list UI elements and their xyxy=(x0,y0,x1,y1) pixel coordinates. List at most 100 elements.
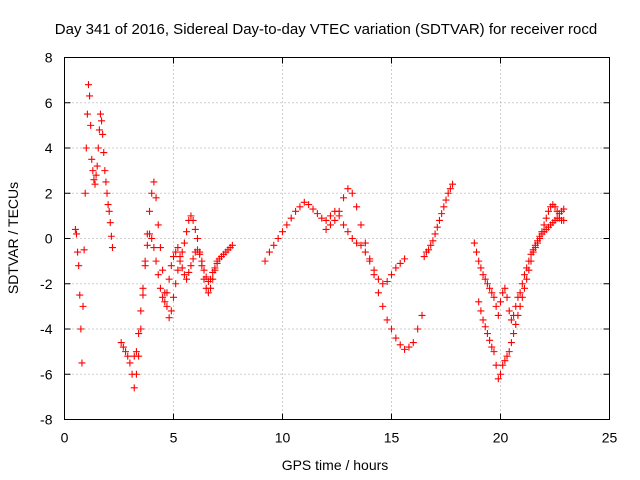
data-point xyxy=(89,167,97,175)
y-tick-label: -4 xyxy=(40,321,53,337)
series-trace-d xyxy=(261,198,426,353)
data-point xyxy=(117,339,125,347)
data-point xyxy=(486,284,494,292)
data-point xyxy=(75,262,83,270)
data-point xyxy=(81,189,89,197)
series-trace-e xyxy=(322,185,409,288)
data-point xyxy=(152,194,160,202)
data-point xyxy=(105,207,113,215)
data-point xyxy=(366,255,374,263)
data-point xyxy=(551,203,559,211)
data-point xyxy=(107,232,115,240)
data-point xyxy=(292,207,300,215)
data-point xyxy=(357,221,365,229)
data-point xyxy=(518,280,526,288)
data-point xyxy=(475,257,483,265)
data-point xyxy=(165,314,173,322)
series-trace-g xyxy=(470,214,568,324)
data-point xyxy=(361,239,369,247)
x-tick-label: 20 xyxy=(493,430,509,446)
data-point xyxy=(122,348,130,356)
data-point xyxy=(560,216,568,224)
series-trace-a xyxy=(71,81,116,367)
data-point xyxy=(79,302,87,310)
data-point xyxy=(156,284,164,292)
data-point xyxy=(82,144,90,152)
data-point xyxy=(72,230,80,238)
data-point xyxy=(101,167,109,175)
data-point xyxy=(483,330,491,338)
data-point xyxy=(265,248,273,256)
data-point xyxy=(420,253,428,261)
data-point xyxy=(176,257,184,265)
data-point xyxy=(326,221,334,229)
data-point xyxy=(348,189,356,197)
data-point xyxy=(141,257,149,265)
data-point xyxy=(200,266,208,274)
data-point xyxy=(228,241,236,249)
data-point xyxy=(326,212,334,220)
data-point xyxy=(379,280,387,288)
data-point xyxy=(499,289,507,297)
data-point xyxy=(172,280,180,288)
data-point xyxy=(196,248,204,256)
data-point xyxy=(318,214,326,222)
data-point xyxy=(560,205,568,213)
data-point xyxy=(88,155,96,163)
data-point xyxy=(207,284,215,292)
data-point xyxy=(542,214,550,222)
data-point xyxy=(523,275,531,283)
data-point xyxy=(167,262,175,270)
data-point xyxy=(170,293,177,301)
data-point xyxy=(178,264,186,272)
data-point xyxy=(211,266,219,274)
data-point xyxy=(490,348,498,356)
data-point xyxy=(91,180,99,188)
data-point xyxy=(108,244,116,252)
data-point xyxy=(392,334,400,342)
data-point xyxy=(431,230,439,238)
data-point xyxy=(405,343,413,351)
x-tick-label: 25 xyxy=(602,430,618,446)
data-point xyxy=(505,348,513,356)
data-point xyxy=(213,257,221,265)
x-tick-label: 15 xyxy=(384,430,400,446)
data-point xyxy=(505,307,513,315)
data-point xyxy=(185,268,193,276)
data-point xyxy=(296,203,304,211)
data-point xyxy=(344,185,352,193)
marks-layer xyxy=(71,81,568,392)
grid-layer xyxy=(64,57,610,420)
data-point xyxy=(313,210,321,218)
data-point xyxy=(488,289,496,297)
x-axis-label: GPS time / hours xyxy=(282,457,389,473)
chart-title: Day 341 of 2016, Sidereal Day-to-day VTE… xyxy=(55,21,597,38)
series-trace-f xyxy=(420,180,457,261)
data-point xyxy=(163,302,171,310)
data-point xyxy=(183,275,191,283)
data-point xyxy=(124,352,132,360)
data-point xyxy=(353,239,361,247)
data-point xyxy=(135,330,143,338)
data-point xyxy=(401,345,409,353)
data-point xyxy=(137,325,145,333)
data-point xyxy=(353,203,361,211)
y-axis-label: SDTVAR / TECUs xyxy=(5,182,21,294)
data-point xyxy=(370,266,378,274)
data-point xyxy=(531,244,539,252)
data-point xyxy=(132,370,140,378)
data-point xyxy=(187,212,195,220)
data-point xyxy=(274,235,282,242)
y-tick-label: 4 xyxy=(45,140,53,156)
data-point xyxy=(77,325,85,333)
data-point xyxy=(90,176,98,184)
data-point xyxy=(322,225,330,233)
data-point xyxy=(518,293,526,301)
data-point xyxy=(442,196,450,204)
data-point xyxy=(191,225,199,233)
data-point xyxy=(488,343,496,351)
data-point xyxy=(388,325,395,333)
series-trace-h xyxy=(475,201,568,383)
data-point xyxy=(429,237,437,245)
